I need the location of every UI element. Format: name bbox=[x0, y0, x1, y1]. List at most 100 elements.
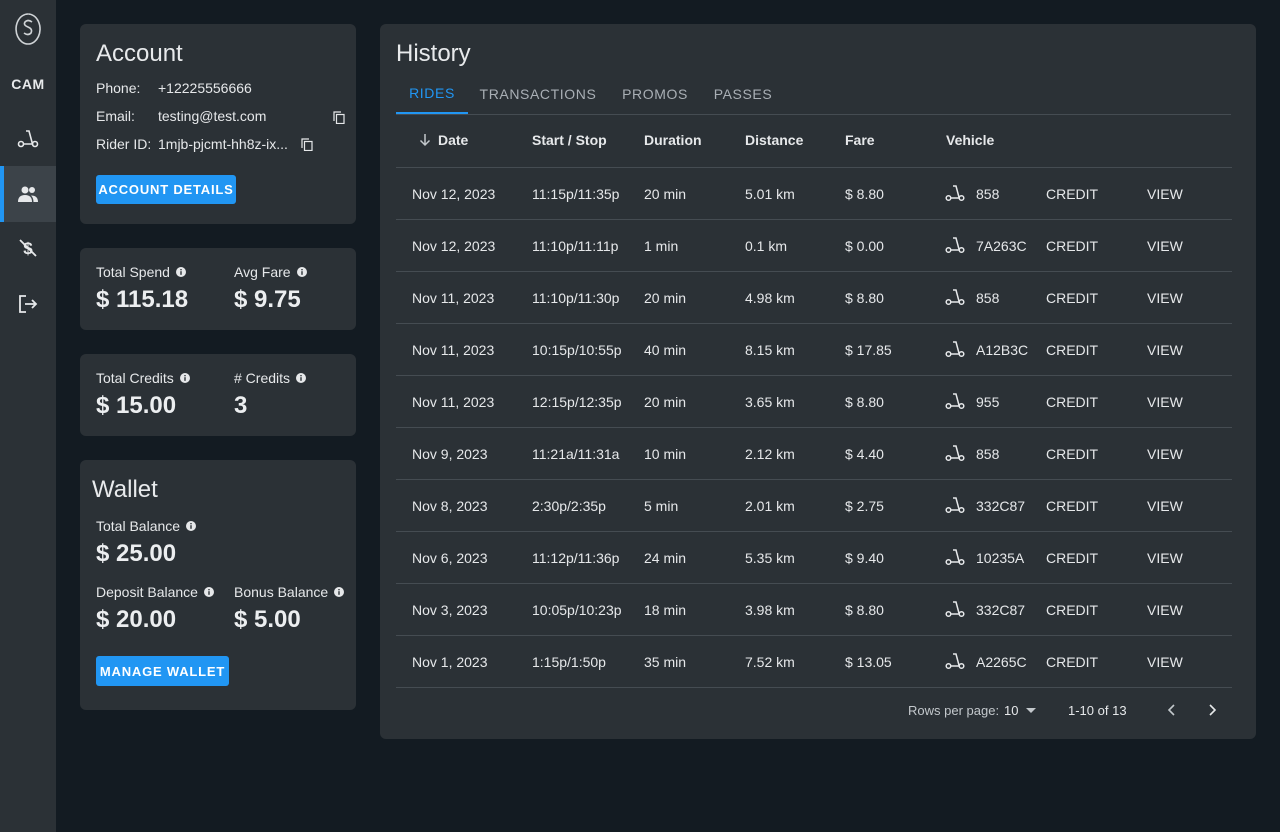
view-ride-link[interactable]: VIEW bbox=[1147, 290, 1183, 306]
view-ride-link[interactable]: VIEW bbox=[1147, 186, 1183, 202]
tab-transactions[interactable]: TRANSACTIONS bbox=[479, 86, 597, 102]
cell-start-stop: 11:10p/11:30p bbox=[532, 290, 620, 306]
info-icon[interactable] bbox=[296, 267, 307, 277]
nav-riders[interactable] bbox=[0, 166, 56, 222]
column-header-start-stop[interactable]: Start / Stop bbox=[532, 132, 607, 148]
pagination-range: 1-10 of 13 bbox=[1068, 703, 1127, 718]
cell-payment-method: CREDIT bbox=[1046, 446, 1099, 462]
cell-date: Nov 8, 2023 bbox=[412, 498, 488, 514]
column-header-duration[interactable]: Duration bbox=[644, 132, 702, 148]
scooter-icon bbox=[945, 445, 965, 462]
table-row: Nov 8, 2023 2:30p/2:35p 5 min 2.01 km $ 2.75… bbox=[396, 480, 1232, 532]
table-header-divider bbox=[396, 167, 1232, 168]
bonus-balance-label: Bonus Balance bbox=[234, 584, 345, 600]
cell-distance: 3.65 km bbox=[745, 394, 795, 410]
avg-fare-value: $ 9.75 bbox=[234, 286, 301, 313]
rows-per-page-select[interactable]: 10 bbox=[1004, 703, 1037, 718]
account-details-button[interactable]: ACCOUNT DETAILS bbox=[96, 175, 236, 204]
cell-duration: 20 min bbox=[644, 186, 687, 202]
logout-icon bbox=[19, 295, 38, 313]
view-ride-link[interactable]: VIEW bbox=[1147, 550, 1183, 566]
rows-per-page-value: 10 bbox=[1004, 703, 1019, 718]
view-ride-link[interactable]: VIEW bbox=[1147, 498, 1183, 514]
credits-card bbox=[80, 354, 356, 436]
cell-duration: 1 min bbox=[644, 238, 679, 254]
bonus-balance-label-text: Bonus Balance bbox=[234, 584, 329, 600]
info-icon[interactable] bbox=[175, 267, 186, 277]
cell-date: Nov 11, 2023 bbox=[412, 394, 495, 410]
cell-vehicle-id: A12B3C bbox=[976, 342, 1029, 358]
view-ride-link[interactable]: VIEW bbox=[1147, 446, 1183, 462]
column-header-distance[interactable]: Distance bbox=[745, 132, 804, 148]
table-row: Nov 6, 2023 11:12p/11:36p 24 min 5.35 km $ 9… bbox=[396, 532, 1232, 584]
view-ride-link[interactable]: VIEW bbox=[1147, 394, 1183, 410]
nav-vehicles[interactable] bbox=[0, 110, 56, 166]
table-row: Nov 12, 2023 11:10p/11:11p 1 min 0.1 km $ 0.… bbox=[396, 220, 1232, 272]
rows-per-page-label: Rows per page: bbox=[908, 703, 1000, 718]
avg-fare-label: Avg Fare bbox=[234, 264, 307, 280]
table-row: Nov 11, 2023 12:15p/12:35p 20 min 3.65 km $ … bbox=[396, 376, 1232, 428]
cell-fare: $ 4.40 bbox=[845, 446, 884, 462]
scooter-icon bbox=[17, 130, 39, 148]
avg-fare-label-text: Avg Fare bbox=[234, 264, 291, 280]
tab-promos[interactable]: PROMOS bbox=[622, 86, 688, 102]
tab-rides[interactable]: RIDES bbox=[396, 74, 468, 114]
info-icon[interactable] bbox=[334, 587, 345, 597]
scooter-icon bbox=[945, 497, 965, 514]
cell-start-stop: 11:21a/11:31a bbox=[532, 446, 620, 462]
cell-start-stop: 1:15p/1:50p bbox=[532, 654, 606, 670]
sort-arrow-down-icon[interactable] bbox=[418, 133, 432, 147]
cell-start-stop: 12:15p/12:35p bbox=[532, 394, 622, 410]
info-icon[interactable] bbox=[179, 373, 190, 383]
nav-payments[interactable]: $ bbox=[0, 220, 56, 276]
cell-fare: $ 0.00 bbox=[845, 238, 884, 254]
chevron-right-icon[interactable] bbox=[1206, 703, 1218, 717]
nav-logout[interactable] bbox=[0, 276, 56, 332]
deposit-balance-label: Deposit Balance bbox=[96, 584, 214, 600]
total-balance-value: $ 25.00 bbox=[96, 540, 177, 567]
scooter-icon bbox=[945, 653, 965, 670]
cell-vehicle-id: 955 bbox=[976, 394, 1000, 410]
cell-distance: 3.98 km bbox=[745, 602, 795, 618]
cell-fare: $ 8.80 bbox=[845, 186, 884, 202]
copy-rider-id-icon[interactable] bbox=[301, 138, 313, 151]
cell-duration: 40 min bbox=[644, 342, 687, 358]
cell-date: Nov 11, 2023 bbox=[412, 342, 495, 358]
cell-distance: 2.12 km bbox=[745, 446, 795, 462]
users-icon bbox=[18, 186, 38, 202]
cell-start-stop: 10:15p/10:55p bbox=[532, 342, 622, 358]
cell-payment-method: CREDIT bbox=[1046, 238, 1099, 254]
view-ride-link[interactable]: VIEW bbox=[1147, 602, 1183, 618]
cell-vehicle-id: 7A263C bbox=[976, 238, 1027, 254]
info-icon[interactable] bbox=[186, 521, 197, 531]
cell-start-stop: 2:30p/2:35p bbox=[532, 498, 606, 514]
cell-payment-method: CREDIT bbox=[1046, 186, 1099, 202]
history-title: History bbox=[396, 40, 471, 67]
info-icon[interactable] bbox=[203, 587, 214, 597]
cell-date: Nov 3, 2023 bbox=[412, 602, 488, 618]
cell-date: Nov 12, 2023 bbox=[412, 186, 496, 202]
total-spend-value: $ 115.18 bbox=[96, 286, 189, 313]
cell-fare: $ 8.80 bbox=[845, 290, 884, 306]
manage-wallet-button[interactable]: MANAGE WALLET bbox=[96, 656, 229, 686]
cell-fare: $ 8.80 bbox=[845, 602, 884, 618]
cell-duration: 24 min bbox=[644, 550, 687, 566]
total-spend-label: Total Spend bbox=[96, 264, 186, 280]
cell-duration: 20 min bbox=[644, 394, 687, 410]
chevron-left-icon[interactable] bbox=[1166, 703, 1178, 717]
cell-distance: 4.98 km bbox=[745, 290, 795, 306]
view-ride-link[interactable]: VIEW bbox=[1147, 238, 1183, 254]
cell-start-stop: 11:15p/11:35p bbox=[532, 186, 620, 202]
column-header-vehicle[interactable]: Vehicle bbox=[946, 132, 995, 148]
tab-passes[interactable]: PASSES bbox=[713, 86, 773, 102]
city-label: CAM bbox=[11, 76, 45, 92]
scooter-icon bbox=[945, 549, 965, 566]
view-ride-link[interactable]: VIEW bbox=[1147, 654, 1183, 670]
total-credits-value: $ 15.00 bbox=[96, 392, 177, 419]
copy-email-icon[interactable] bbox=[333, 111, 345, 124]
info-icon[interactable] bbox=[296, 373, 307, 383]
view-ride-link[interactable]: VIEW bbox=[1147, 342, 1183, 358]
column-header-date[interactable]: Date bbox=[438, 132, 469, 148]
rider-id-value: 1mjb-pjcmt-hh8z-ix... bbox=[158, 136, 288, 152]
column-header-fare[interactable]: Fare bbox=[845, 132, 875, 148]
